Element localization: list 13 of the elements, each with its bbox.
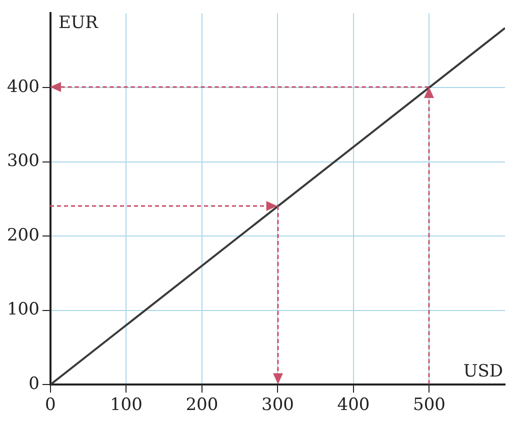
x-tick-label: 200 (186, 395, 218, 416)
x-tick-label: 400 (337, 395, 370, 416)
y-tick-label: 200 (6, 225, 40, 246)
y-tick-label: 300 (6, 151, 40, 172)
y-tick-label: 400 (6, 76, 40, 97)
x-tick-label: 500 (413, 395, 446, 416)
x-axis-title: USD (463, 362, 503, 382)
y-axis-title: EUR (58, 13, 100, 34)
x-tick-label: 0 (45, 395, 56, 416)
y-tick-label: 0 (28, 374, 40, 394)
x-tick-label: 300 (261, 395, 294, 416)
x-tick-label: 100 (110, 395, 142, 416)
y-tick-label: 100 (6, 300, 40, 320)
